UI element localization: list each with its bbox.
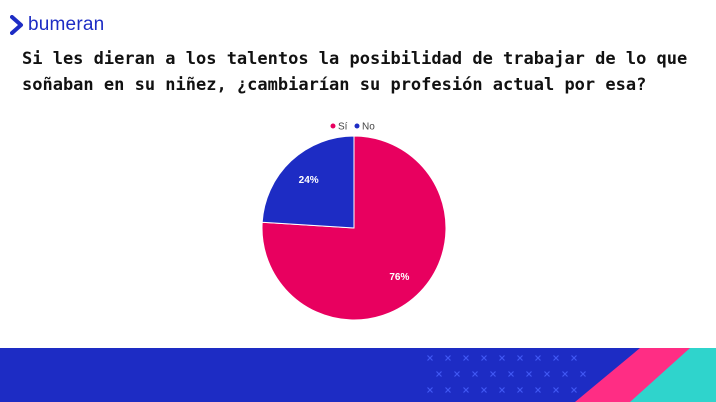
footer-pattern	[427, 355, 586, 393]
page-title: Si les dieran a los talentos la posibili…	[22, 49, 688, 95]
pattern-x	[544, 371, 550, 377]
pattern-x	[472, 371, 478, 377]
legend-label-1: No	[362, 122, 375, 133]
pattern-x	[517, 387, 523, 393]
pattern-x	[535, 355, 541, 361]
pattern-x	[562, 371, 568, 377]
brand-logo: bumeran	[10, 14, 104, 36]
pattern-x	[499, 355, 505, 361]
pattern-x	[436, 371, 442, 377]
slice-data-label-0: 76%	[389, 272, 409, 283]
pattern-x	[454, 371, 460, 377]
pattern-x	[571, 387, 577, 393]
pie-slice-1	[261, 135, 355, 229]
pattern-x	[553, 355, 559, 361]
legend-label-0: Sí	[338, 122, 348, 133]
pattern-x	[526, 371, 532, 377]
pattern-x	[490, 371, 496, 377]
pattern-x	[463, 355, 469, 361]
pattern-x	[517, 355, 523, 361]
pattern-x	[499, 387, 505, 393]
pattern-x	[427, 355, 433, 361]
legend-marker-1	[354, 123, 360, 129]
pattern-x	[553, 387, 559, 393]
pie-chart: Sí No 76% 24%	[261, 122, 447, 321]
pattern-x	[571, 355, 577, 361]
footer-banner	[0, 348, 716, 402]
pattern-x	[445, 387, 451, 393]
pattern-x	[463, 387, 469, 393]
pattern-x	[481, 387, 487, 393]
footer-teal-stripe	[630, 348, 716, 402]
brand-name: bumeran	[28, 14, 105, 35]
pattern-x	[508, 371, 514, 377]
pattern-x	[580, 371, 586, 377]
pattern-x	[481, 355, 487, 361]
pattern-x	[427, 387, 433, 393]
pattern-x	[535, 387, 541, 393]
chevron-right-icon	[10, 15, 23, 35]
pattern-x	[445, 355, 451, 361]
slice-data-label-1: 24%	[299, 175, 319, 186]
legend-marker-0	[330, 123, 336, 129]
